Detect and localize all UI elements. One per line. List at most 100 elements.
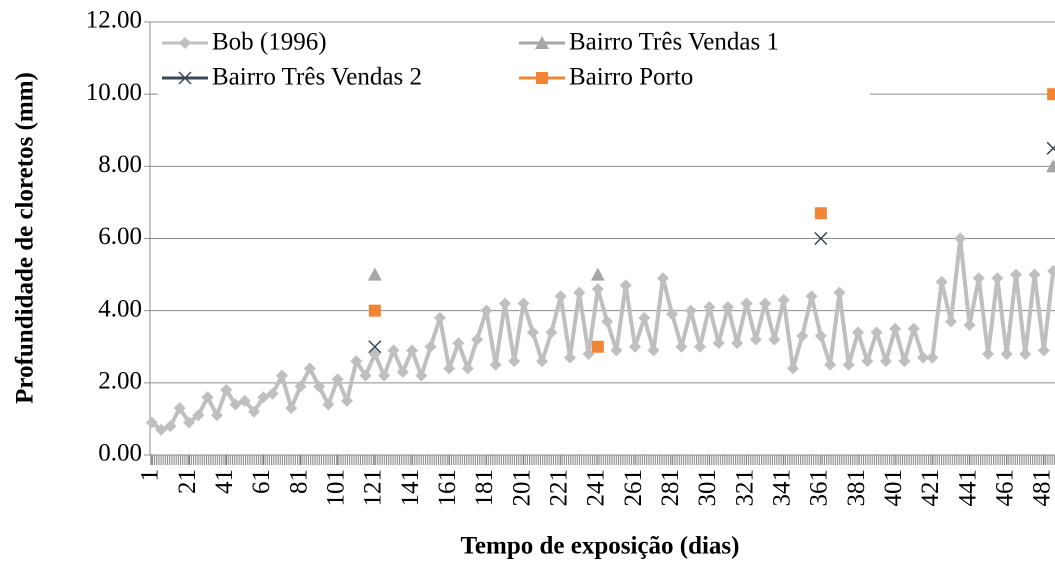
point <box>591 283 604 296</box>
point <box>303 362 316 375</box>
point <box>740 297 753 310</box>
legend-label: Bob (1996) <box>212 29 327 56</box>
y-tick-label: 10.00 <box>86 79 142 106</box>
point <box>814 329 827 342</box>
point <box>498 297 511 310</box>
x-tick-label: 41 <box>211 469 238 494</box>
y-tick-label: 6.00 <box>98 223 142 250</box>
point <box>963 319 976 332</box>
point <box>229 398 242 411</box>
point <box>517 297 530 310</box>
x-tick-label: 401 <box>880 469 907 507</box>
x-tick-label: 1 <box>137 469 164 482</box>
point <box>610 344 623 357</box>
point <box>656 272 669 285</box>
point <box>1019 347 1032 360</box>
point <box>926 351 939 364</box>
point <box>684 304 697 317</box>
point <box>183 416 196 429</box>
point <box>629 340 642 353</box>
point <box>879 355 892 368</box>
x-tick-label: 241 <box>583 469 610 507</box>
legend-marker <box>179 37 191 49</box>
point <box>313 380 326 393</box>
x-tick-label: 301 <box>694 469 721 507</box>
point <box>703 301 716 314</box>
point <box>917 351 930 364</box>
x-axis-title: Tempo de exposição (dias) <box>461 533 740 560</box>
point <box>545 326 558 339</box>
y-tick-label: 0.00 <box>98 440 142 467</box>
point <box>210 409 223 422</box>
point <box>248 405 261 418</box>
point <box>582 347 595 360</box>
x-tick-label: 181 <box>471 469 498 507</box>
y-axis-title: Profundidade de cloretos (mm) <box>12 72 39 404</box>
series-line <box>150 236 1055 432</box>
point <box>471 333 484 346</box>
point <box>1046 159 1055 173</box>
point <box>638 311 651 324</box>
point <box>814 231 828 246</box>
y-tick-label: 2.00 <box>98 368 142 395</box>
point <box>842 358 855 371</box>
point <box>526 326 539 339</box>
point <box>852 326 865 339</box>
point <box>861 355 874 368</box>
point <box>368 304 381 317</box>
point <box>396 366 409 379</box>
point <box>489 358 502 371</box>
point <box>331 373 344 386</box>
point <box>591 340 604 353</box>
point <box>452 337 465 350</box>
x-tick-label: 421 <box>917 469 944 507</box>
point <box>433 311 446 324</box>
point <box>563 351 576 364</box>
point <box>257 391 270 404</box>
point <box>415 369 428 382</box>
point <box>387 344 400 357</box>
point <box>731 337 744 350</box>
point <box>786 362 799 375</box>
legend-label: Bairro Porto <box>569 64 693 91</box>
point <box>982 347 995 360</box>
point <box>1000 347 1013 360</box>
y-tick-label: 4.00 <box>98 295 142 322</box>
legend-label: Bairro Três Vendas 2 <box>212 64 422 91</box>
y-tick-label: 8.00 <box>98 151 142 178</box>
point <box>340 394 353 407</box>
point <box>1037 344 1050 357</box>
point <box>554 290 567 303</box>
point <box>1047 88 1055 101</box>
x-tick-label: 161 <box>434 469 461 507</box>
point <box>712 337 725 350</box>
x-tick-label: 261 <box>620 469 647 507</box>
point <box>768 333 781 346</box>
point <box>666 308 679 321</box>
point <box>573 286 586 299</box>
legend-marker <box>535 36 549 49</box>
point <box>870 326 883 339</box>
point <box>1047 264 1055 277</box>
point <box>833 286 846 299</box>
point <box>796 329 809 342</box>
point <box>1009 268 1022 281</box>
point <box>480 304 493 317</box>
point <box>777 293 790 306</box>
point <box>954 232 967 245</box>
legend-marker <box>536 72 548 84</box>
point <box>824 358 837 371</box>
point <box>145 416 158 429</box>
point <box>898 355 911 368</box>
point <box>675 340 688 353</box>
legend-label: Bairro Três Vendas 1 <box>569 29 779 56</box>
point <box>721 301 734 314</box>
point <box>238 394 251 407</box>
point <box>359 369 372 382</box>
point <box>285 402 298 415</box>
point <box>647 344 660 357</box>
x-tick-label: 101 <box>322 469 349 507</box>
point <box>368 340 382 354</box>
point <box>322 398 335 411</box>
